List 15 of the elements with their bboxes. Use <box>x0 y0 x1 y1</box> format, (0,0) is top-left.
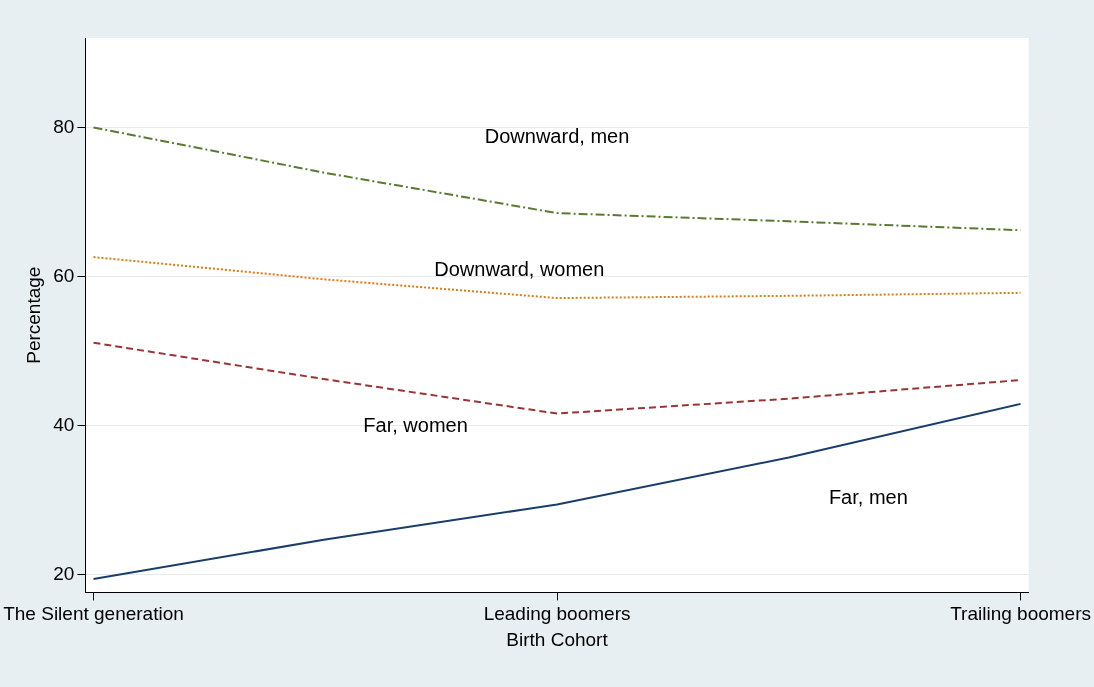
x-tick-label: Leading boomers <box>483 603 631 625</box>
annotation: Far, women <box>363 413 468 436</box>
y-axis-title: Percentage <box>23 266 45 364</box>
y-tick-label: 20 <box>53 562 75 584</box>
annotation: Far, men <box>828 485 908 508</box>
x-tick-label: Trailing boomers <box>950 603 1091 625</box>
y-tick-label: 40 <box>53 413 75 435</box>
line-series <box>92 256 1022 300</box>
y-tick-label: 80 <box>53 115 75 137</box>
y-tick-label: 60 <box>53 264 75 286</box>
x-tick-label: The Silent generation <box>3 603 184 625</box>
x-axis-title: Birth Cohort <box>506 628 609 650</box>
annotation: Downward, men <box>484 125 630 148</box>
line-series <box>92 126 1022 232</box>
annotation: Downward, women <box>434 258 605 281</box>
